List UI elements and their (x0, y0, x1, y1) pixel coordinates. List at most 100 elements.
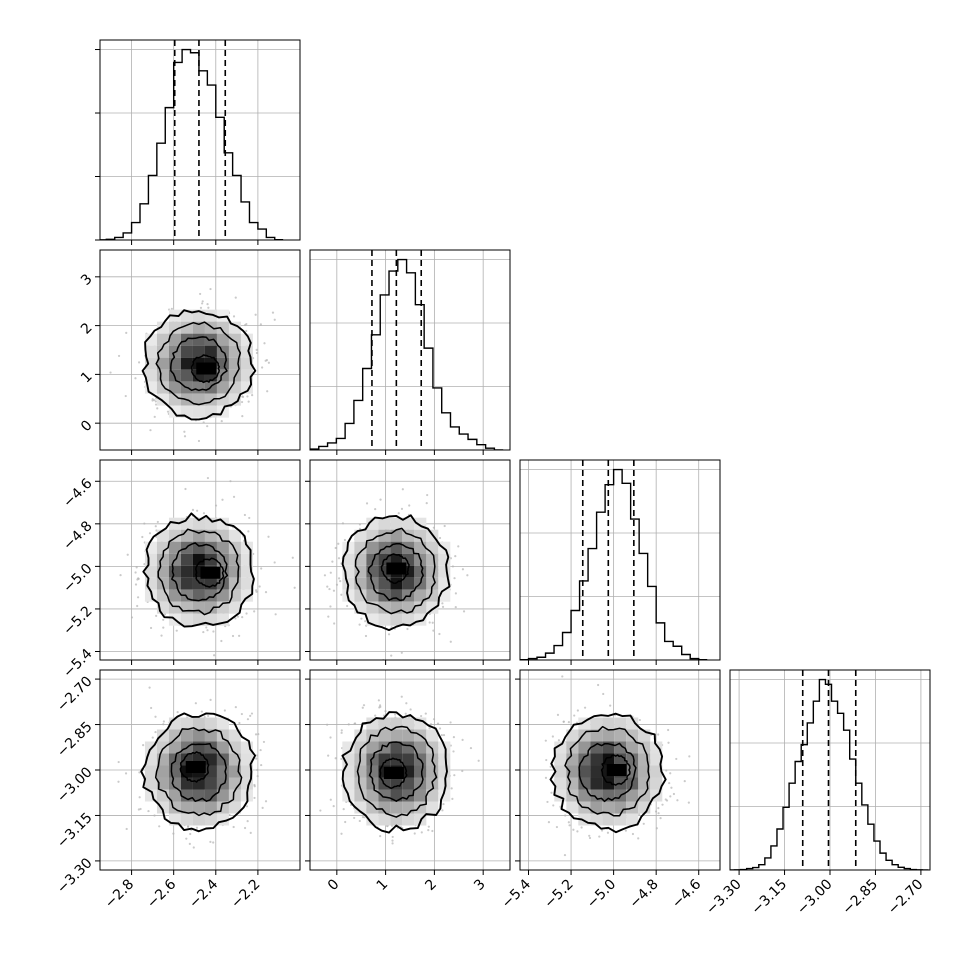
sample-point (124, 394, 127, 398)
sample-point (424, 712, 427, 715)
density-bin (168, 393, 181, 406)
density-bin (192, 613, 205, 626)
density-bin (204, 601, 217, 614)
density-bin (578, 765, 591, 778)
panel-frame (99, 249, 301, 451)
density-bin (168, 801, 181, 814)
sample-point (408, 504, 411, 507)
contour-line (549, 712, 667, 834)
sample-point (391, 835, 394, 839)
sample-point (549, 765, 552, 768)
sample-point (361, 816, 365, 819)
sample-point (404, 712, 407, 715)
sample-point (243, 826, 247, 830)
sample-point (332, 805, 335, 808)
sample-point (206, 629, 209, 632)
sample-point (229, 480, 232, 483)
density-bin (168, 777, 181, 790)
sample-point (256, 775, 259, 778)
density-bin (378, 789, 391, 802)
sample-point (291, 556, 294, 559)
density-bin (390, 801, 403, 814)
sample-point (220, 639, 223, 643)
density-bin (590, 777, 603, 790)
density-bin (638, 765, 651, 778)
density-bin (614, 801, 627, 814)
sample-point (149, 626, 153, 630)
sample-point (261, 366, 264, 369)
density-bin (144, 565, 157, 578)
density-bin (240, 577, 253, 590)
density-bin (390, 577, 403, 590)
sample-point (241, 415, 244, 418)
sample-point (206, 476, 210, 480)
sample-point (183, 430, 186, 433)
y-tick-label: −5.0 (60, 561, 95, 596)
sample-point (147, 809, 150, 813)
density-bin (390, 529, 403, 542)
density-bin (354, 577, 367, 590)
sample-point (654, 810, 658, 813)
density-bin (638, 789, 651, 802)
sample-point (249, 831, 252, 835)
sample-point (379, 834, 382, 838)
panel-1-0 (100, 250, 300, 450)
sample-point (390, 654, 393, 657)
sample-point (154, 730, 157, 734)
density-bin (156, 333, 169, 346)
sample-point (588, 834, 591, 837)
sample-point (337, 557, 341, 560)
density-bin (180, 717, 193, 730)
sample-point (378, 704, 382, 707)
sample-point (567, 720, 570, 724)
sample-point (328, 587, 331, 591)
histogram-step (100, 48, 284, 240)
sample-point (247, 530, 250, 533)
sample-point (166, 410, 170, 413)
sample-point (141, 535, 144, 539)
sample-point (228, 813, 231, 817)
sample-point (676, 799, 679, 802)
density-bin (378, 717, 391, 730)
sample-point (194, 702, 197, 705)
sample-point (201, 302, 204, 305)
sample-point (387, 633, 391, 636)
density-bin (216, 393, 229, 406)
panel-frame (99, 39, 301, 241)
sample-point (384, 709, 387, 713)
contour-line (154, 727, 243, 817)
density-bin (204, 577, 217, 590)
sample-point (442, 733, 446, 737)
density-bin (554, 765, 567, 778)
sample-point (562, 720, 565, 723)
density-bin (650, 753, 663, 766)
sample-point (452, 750, 455, 753)
density-bin (354, 741, 367, 754)
sample-point (661, 803, 664, 806)
sample-point (443, 524, 446, 528)
density-bin (192, 777, 205, 790)
sample-point (450, 787, 453, 790)
sample-point (580, 826, 583, 829)
y-tick-label: −4.8 (60, 518, 95, 553)
sample-point (442, 802, 445, 806)
density-bin (192, 589, 205, 602)
density-bin (168, 577, 181, 590)
sample-point (602, 692, 605, 696)
density-bin (192, 333, 205, 346)
sample-point (250, 712, 254, 715)
sample-point (139, 807, 142, 811)
density-bin (342, 553, 355, 566)
density-bin (216, 309, 229, 322)
sample-point (195, 826, 199, 829)
sample-point (162, 626, 165, 629)
sample-point (353, 816, 356, 820)
panel-0-0 (100, 40, 300, 240)
density-bin (180, 613, 193, 626)
histogram-step (520, 468, 708, 660)
panel-2-0 (100, 460, 300, 660)
density-bin (414, 789, 427, 802)
density-bin (180, 801, 193, 814)
density-bin (342, 777, 355, 790)
